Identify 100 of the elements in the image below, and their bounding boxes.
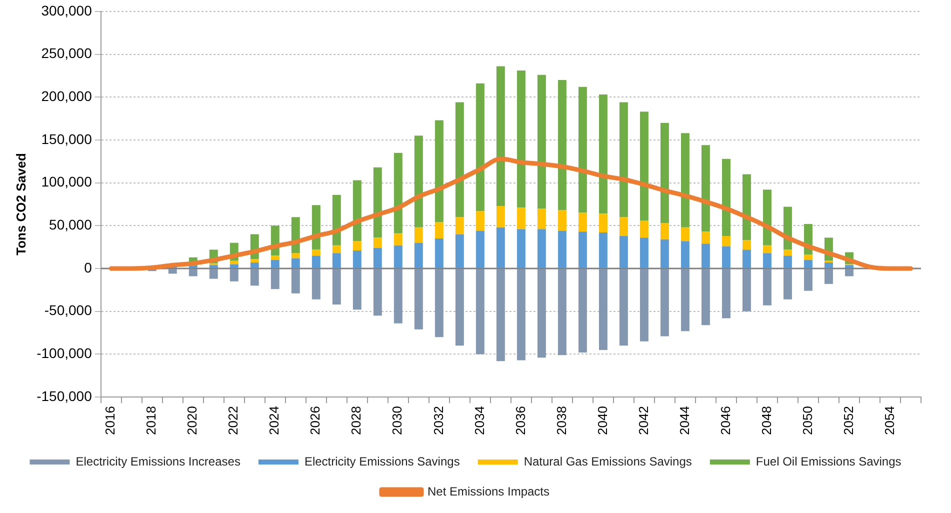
- bar: [496, 269, 505, 362]
- bar: [845, 265, 854, 268]
- bar: [434, 269, 444, 338]
- bar: [660, 269, 669, 336]
- y-tick-label: -150,000: [36, 388, 92, 404]
- bar: [640, 238, 648, 268]
- bar: [352, 269, 362, 310]
- x-tick-label: 2044: [676, 406, 692, 435]
- bar: [701, 269, 710, 326]
- bar: [230, 264, 238, 268]
- x-tick-label: 2022: [226, 406, 241, 435]
- bar: [332, 253, 341, 268]
- x-tick-label: 2024: [266, 406, 282, 435]
- bar: [680, 241, 690, 268]
- legend-label: Fuel Oil Emissions Savings: [756, 454, 902, 468]
- bar: [558, 230, 566, 268]
- bar: [537, 229, 546, 268]
- bar: [496, 206, 505, 228]
- bar: [373, 269, 382, 316]
- bar: [578, 86, 587, 213]
- bar: [537, 208, 546, 230]
- bar: [373, 167, 382, 238]
- bar: [598, 232, 608, 268]
- bar: [516, 208, 526, 230]
- bar: [619, 217, 628, 236]
- bar: [373, 238, 382, 248]
- bar: [455, 102, 464, 218]
- y-axis-title: Tons CO2 Saved: [13, 153, 28, 256]
- legend-label: Electricity Emissions Savings: [304, 454, 460, 468]
- bar: [680, 133, 690, 228]
- bar: [455, 234, 464, 268]
- bar: [640, 112, 648, 221]
- bar: [640, 220, 648, 238]
- bar: [516, 229, 526, 268]
- bar: [352, 180, 362, 242]
- x-tick-label: 2040: [594, 406, 610, 435]
- bar: [680, 227, 690, 242]
- bar: [722, 236, 730, 246]
- bar: [414, 269, 423, 330]
- bar: [762, 253, 772, 268]
- bar: [784, 250, 792, 256]
- y-tick-label: -50,000: [44, 302, 92, 318]
- bar: [762, 269, 772, 306]
- bar: [434, 238, 444, 268]
- bar: [312, 250, 320, 256]
- y-tick-label: 300,000: [41, 2, 92, 18]
- bar: [558, 269, 566, 356]
- bar: [598, 269, 608, 350]
- bar: [537, 74, 546, 209]
- bar: [168, 269, 177, 274]
- bar: [455, 269, 464, 346]
- bar: [598, 94, 608, 214]
- bar: [578, 212, 587, 232]
- bar: [394, 245, 402, 268]
- bar: [455, 217, 464, 234]
- bar: [680, 269, 690, 332]
- x-tick-label: 2020: [184, 406, 200, 435]
- bar: [434, 222, 444, 239]
- bar: [516, 269, 526, 360]
- bar: [578, 232, 587, 268]
- y-tick-label: 150,000: [41, 130, 92, 147]
- bar: [188, 269, 198, 276]
- bar: [496, 66, 505, 206]
- x-tick-label: 2030: [390, 406, 405, 435]
- bar: [578, 269, 587, 353]
- bar: [270, 256, 280, 260]
- bar: [619, 102, 628, 218]
- bar: [496, 227, 505, 268]
- bar: [845, 269, 854, 276]
- bar: [332, 269, 341, 305]
- line-series: [108, 156, 913, 271]
- y-tick-label: 100,000: [41, 174, 92, 190]
- bar: [784, 269, 792, 300]
- x-tick-label: 2038: [554, 406, 569, 435]
- x-tick-label: 2032: [430, 406, 446, 435]
- bar: [804, 260, 812, 268]
- bar: [558, 80, 566, 210]
- bar: [291, 258, 300, 268]
- bar: [291, 269, 300, 294]
- bar: [619, 269, 628, 346]
- bar: [722, 246, 730, 268]
- bar: [188, 266, 198, 268]
- x-tick-label: 2048: [758, 406, 774, 435]
- bar: [250, 262, 259, 268]
- bar: [250, 269, 259, 286]
- bar: [312, 269, 320, 300]
- bar: [394, 269, 402, 324]
- bar: [762, 190, 772, 246]
- bar: [209, 269, 218, 279]
- bar: [312, 256, 320, 268]
- bar: [804, 269, 812, 291]
- bar: [537, 269, 546, 358]
- x-tick-label: 2034: [472, 406, 487, 435]
- bar: [476, 211, 484, 231]
- y-tick-label: -100,000: [36, 345, 92, 362]
- bar: [824, 262, 833, 268]
- bar: [598, 214, 608, 233]
- bar: [701, 232, 710, 244]
- legend-label: Net Emissions Impacts: [427, 484, 550, 498]
- bar: [476, 269, 484, 354]
